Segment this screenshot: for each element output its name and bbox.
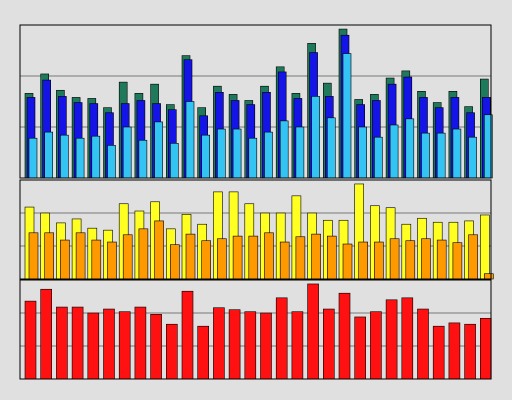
bar xyxy=(60,239,70,280)
bar xyxy=(436,132,446,179)
bar xyxy=(322,308,335,380)
bar xyxy=(107,241,117,280)
bar xyxy=(291,311,304,380)
bar xyxy=(138,139,148,179)
bar xyxy=(374,241,384,280)
bar xyxy=(448,322,461,380)
bar xyxy=(374,136,383,179)
bar xyxy=(232,235,243,280)
bar xyxy=(213,307,225,380)
bar xyxy=(260,312,272,380)
bar xyxy=(342,243,353,280)
bar xyxy=(295,126,305,179)
bar xyxy=(479,214,490,280)
bar xyxy=(405,240,416,280)
bar xyxy=(436,239,447,280)
bar xyxy=(154,220,164,280)
bar xyxy=(358,241,369,280)
bar xyxy=(279,120,289,179)
bar xyxy=(354,316,367,380)
bar xyxy=(452,128,462,179)
bar xyxy=(295,236,306,280)
bar xyxy=(75,232,86,280)
bar xyxy=(118,311,131,380)
bar xyxy=(122,126,132,179)
bar xyxy=(264,232,274,280)
bar xyxy=(103,308,115,380)
bar xyxy=(181,290,194,380)
bar xyxy=(71,306,84,380)
bar xyxy=(311,233,321,280)
bar xyxy=(468,136,477,179)
bar xyxy=(370,311,382,380)
bar xyxy=(185,101,195,179)
bar xyxy=(122,234,133,280)
bar xyxy=(468,234,478,280)
bar xyxy=(24,300,37,380)
bar xyxy=(464,323,476,380)
panel-border xyxy=(19,24,492,179)
bar xyxy=(479,317,492,380)
bar xyxy=(275,297,288,380)
bar xyxy=(326,117,336,179)
bar xyxy=(405,118,415,179)
bar xyxy=(28,232,39,280)
bar xyxy=(185,233,196,280)
bar xyxy=(358,126,368,179)
bar xyxy=(244,311,257,380)
bar xyxy=(248,137,258,179)
panel-border xyxy=(19,179,492,280)
bar xyxy=(170,143,179,179)
bar xyxy=(228,309,241,380)
bar xyxy=(87,312,100,380)
bar xyxy=(389,238,400,280)
bar xyxy=(28,137,38,179)
bar xyxy=(432,325,445,380)
bar xyxy=(217,128,226,179)
bar xyxy=(232,128,242,179)
bar xyxy=(342,53,352,179)
bar xyxy=(75,137,85,179)
bar xyxy=(44,232,55,280)
bar xyxy=(452,242,463,280)
bar xyxy=(483,273,494,280)
bar xyxy=(248,235,259,280)
bar xyxy=(44,131,54,179)
bar xyxy=(421,132,430,179)
panel-border xyxy=(19,279,492,380)
bar xyxy=(197,325,209,380)
bar xyxy=(150,314,162,380)
bar xyxy=(311,96,320,179)
bar xyxy=(166,323,178,380)
bar xyxy=(201,134,210,179)
bar xyxy=(60,134,69,179)
bar xyxy=(421,238,431,280)
bar xyxy=(134,306,147,380)
bar xyxy=(417,308,429,380)
bar xyxy=(107,145,116,179)
bar xyxy=(385,299,398,380)
bar xyxy=(307,283,319,380)
bar xyxy=(56,306,68,380)
bar xyxy=(389,124,399,179)
bar xyxy=(170,244,180,280)
bar xyxy=(154,121,163,179)
bar xyxy=(338,292,351,380)
bar xyxy=(326,235,337,280)
bar xyxy=(201,240,211,280)
bar xyxy=(138,228,149,280)
bar xyxy=(279,241,290,280)
bar xyxy=(91,239,102,280)
bar xyxy=(40,288,53,380)
bar xyxy=(401,297,414,380)
bar xyxy=(264,131,273,179)
bar xyxy=(91,135,101,179)
bar xyxy=(217,238,227,280)
